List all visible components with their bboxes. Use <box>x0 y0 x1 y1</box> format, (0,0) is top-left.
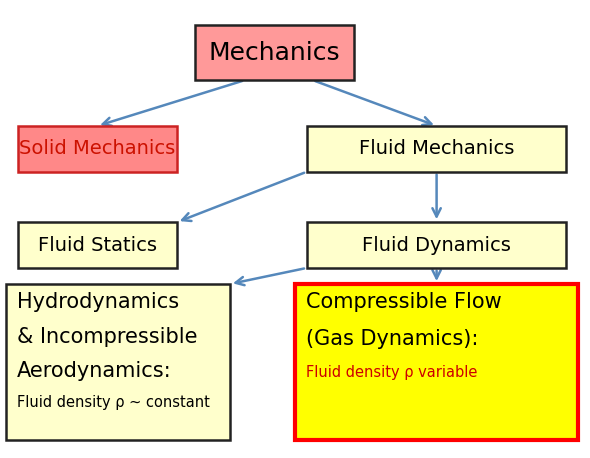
FancyBboxPatch shape <box>307 126 566 172</box>
FancyBboxPatch shape <box>18 222 177 268</box>
Text: Fluid Dynamics: Fluid Dynamics <box>362 235 511 255</box>
Text: & Incompressible: & Incompressible <box>17 327 197 347</box>
Text: Solid Mechanics: Solid Mechanics <box>19 139 175 158</box>
FancyBboxPatch shape <box>6 284 230 440</box>
Text: Fluid density ρ variable: Fluid density ρ variable <box>306 365 477 381</box>
Text: (Gas Dynamics):: (Gas Dynamics): <box>306 329 478 349</box>
Text: Compressible Flow: Compressible Flow <box>306 292 502 312</box>
Text: Aerodynamics:: Aerodynamics: <box>17 361 171 381</box>
FancyBboxPatch shape <box>195 25 354 80</box>
Text: Fluid density ρ ~ constant: Fluid density ρ ~ constant <box>17 395 209 410</box>
FancyBboxPatch shape <box>295 284 578 440</box>
Text: Hydrodynamics: Hydrodynamics <box>17 292 179 312</box>
Text: Fluid Mechanics: Fluid Mechanics <box>359 139 514 158</box>
Text: Mechanics: Mechanics <box>208 41 340 65</box>
FancyBboxPatch shape <box>18 126 177 172</box>
FancyBboxPatch shape <box>307 222 566 268</box>
Text: Fluid Statics: Fluid Statics <box>38 235 157 255</box>
